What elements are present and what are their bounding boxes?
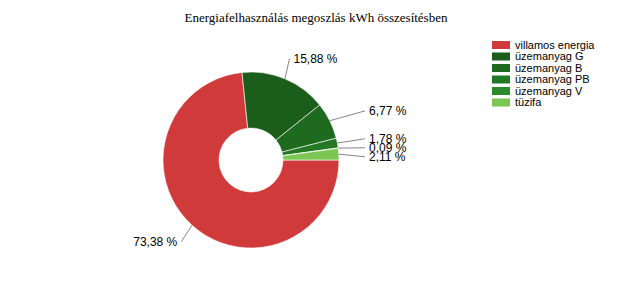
data-label: 15,88 %: [293, 52, 337, 66]
legend-swatch: [492, 64, 510, 72]
data-label: 6,77 %: [369, 104, 407, 118]
legend-swatch: [492, 99, 510, 107]
leader-line: [330, 111, 365, 121]
leader-line: [337, 139, 365, 143]
legend-label: üzemanyag B: [515, 62, 582, 74]
leader-line: [339, 154, 365, 157]
chart: Energiafelhasználás megoszlás kWh összes…: [0, 0, 633, 292]
legend: villamos energiaüzemanyag Güzemanyag Büz…: [492, 39, 595, 109]
leader-line: [181, 225, 192, 241]
legend-swatch: [492, 87, 510, 95]
data-label: 73,38 %: [133, 235, 177, 249]
legend-swatch: [492, 76, 510, 84]
legend-label: üzemanyag V: [515, 85, 583, 97]
title: Energiafelhasználás megoszlás kWh összes…: [185, 10, 448, 25]
pie: 73,38 %15,88 %6,77 %1,78 %0,09 %2,11 %: [133, 52, 406, 249]
data-label: 2,11 %: [369, 150, 406, 164]
leader-line: [285, 59, 289, 79]
legend-label: üzemanyag PB: [515, 73, 590, 85]
legend-entry: üzemanyag G: [492, 50, 583, 62]
legend-swatch: [492, 53, 510, 61]
legend-label: villamos energia: [515, 39, 595, 51]
slice: [163, 72, 339, 248]
legend-label: üzemanyag G: [515, 50, 583, 62]
slice: [283, 148, 339, 160]
legend-label: tüzifa: [515, 96, 542, 108]
legend-entry: villamos energia: [492, 39, 595, 51]
legend-entry: üzemanyag B: [492, 62, 582, 74]
legend-entry: tüzifa: [492, 96, 542, 108]
leader-line: [338, 147, 365, 148]
legend-swatch: [492, 41, 510, 49]
legend-entry: üzemanyag V: [492, 85, 583, 97]
legend-entry: üzemanyag PB: [492, 73, 590, 85]
